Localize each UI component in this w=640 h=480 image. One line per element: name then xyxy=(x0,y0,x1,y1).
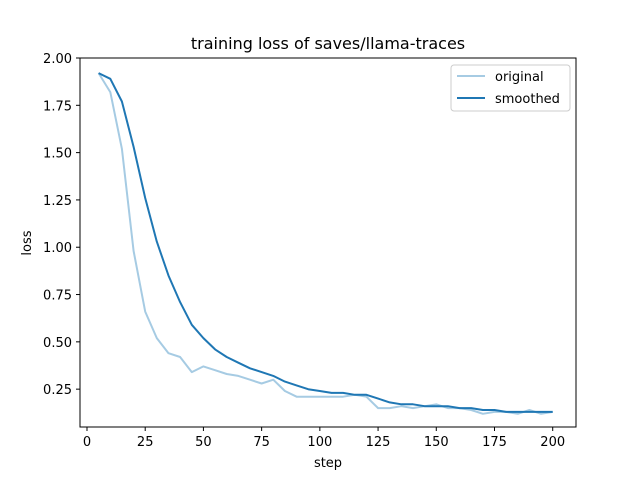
y-axis-label: loss xyxy=(20,230,35,255)
y-tick-label: 0.50 xyxy=(43,336,72,351)
x-axis: 0 25 50 75 100 125 150 175 200 xyxy=(83,427,565,450)
x-tick-label: 125 xyxy=(366,435,391,450)
x-tick-label: 200 xyxy=(540,435,565,450)
chart-title: training loss of saves/llama-traces xyxy=(191,34,465,53)
legend-label-smoothed: smoothed xyxy=(495,92,560,107)
legend: original smoothed xyxy=(450,64,571,112)
plot-lines xyxy=(97,72,553,415)
y-tick-label: 2.00 xyxy=(43,52,72,67)
x-tick-label: 75 xyxy=(253,435,270,450)
x-tick-label: 150 xyxy=(424,435,449,450)
series-line-smoothed xyxy=(98,72,553,413)
y-tick-label: 1.00 xyxy=(43,241,72,256)
y-tick-label: 0.75 xyxy=(43,289,72,304)
y-tick-label: 0.25 xyxy=(43,383,72,398)
y-tick-label: 1.50 xyxy=(43,147,72,162)
y-axis: 0.25 0.50 0.75 1.00 1.25 1.50 1.75 2.00 xyxy=(43,52,80,398)
plot-frame xyxy=(79,57,577,428)
y-tick-label: 1.75 xyxy=(43,99,72,114)
x-tick-label: 0 xyxy=(83,435,91,450)
x-tick-label: 50 xyxy=(195,435,212,450)
x-tick-label: 175 xyxy=(482,435,507,450)
x-tick-label: 100 xyxy=(307,435,332,450)
legend-label-original: original xyxy=(495,70,544,85)
x-axis-label: step xyxy=(314,456,342,471)
x-tick-label: 25 xyxy=(137,435,154,450)
y-tick-label: 1.25 xyxy=(43,194,72,209)
series-line-original xyxy=(97,72,553,415)
